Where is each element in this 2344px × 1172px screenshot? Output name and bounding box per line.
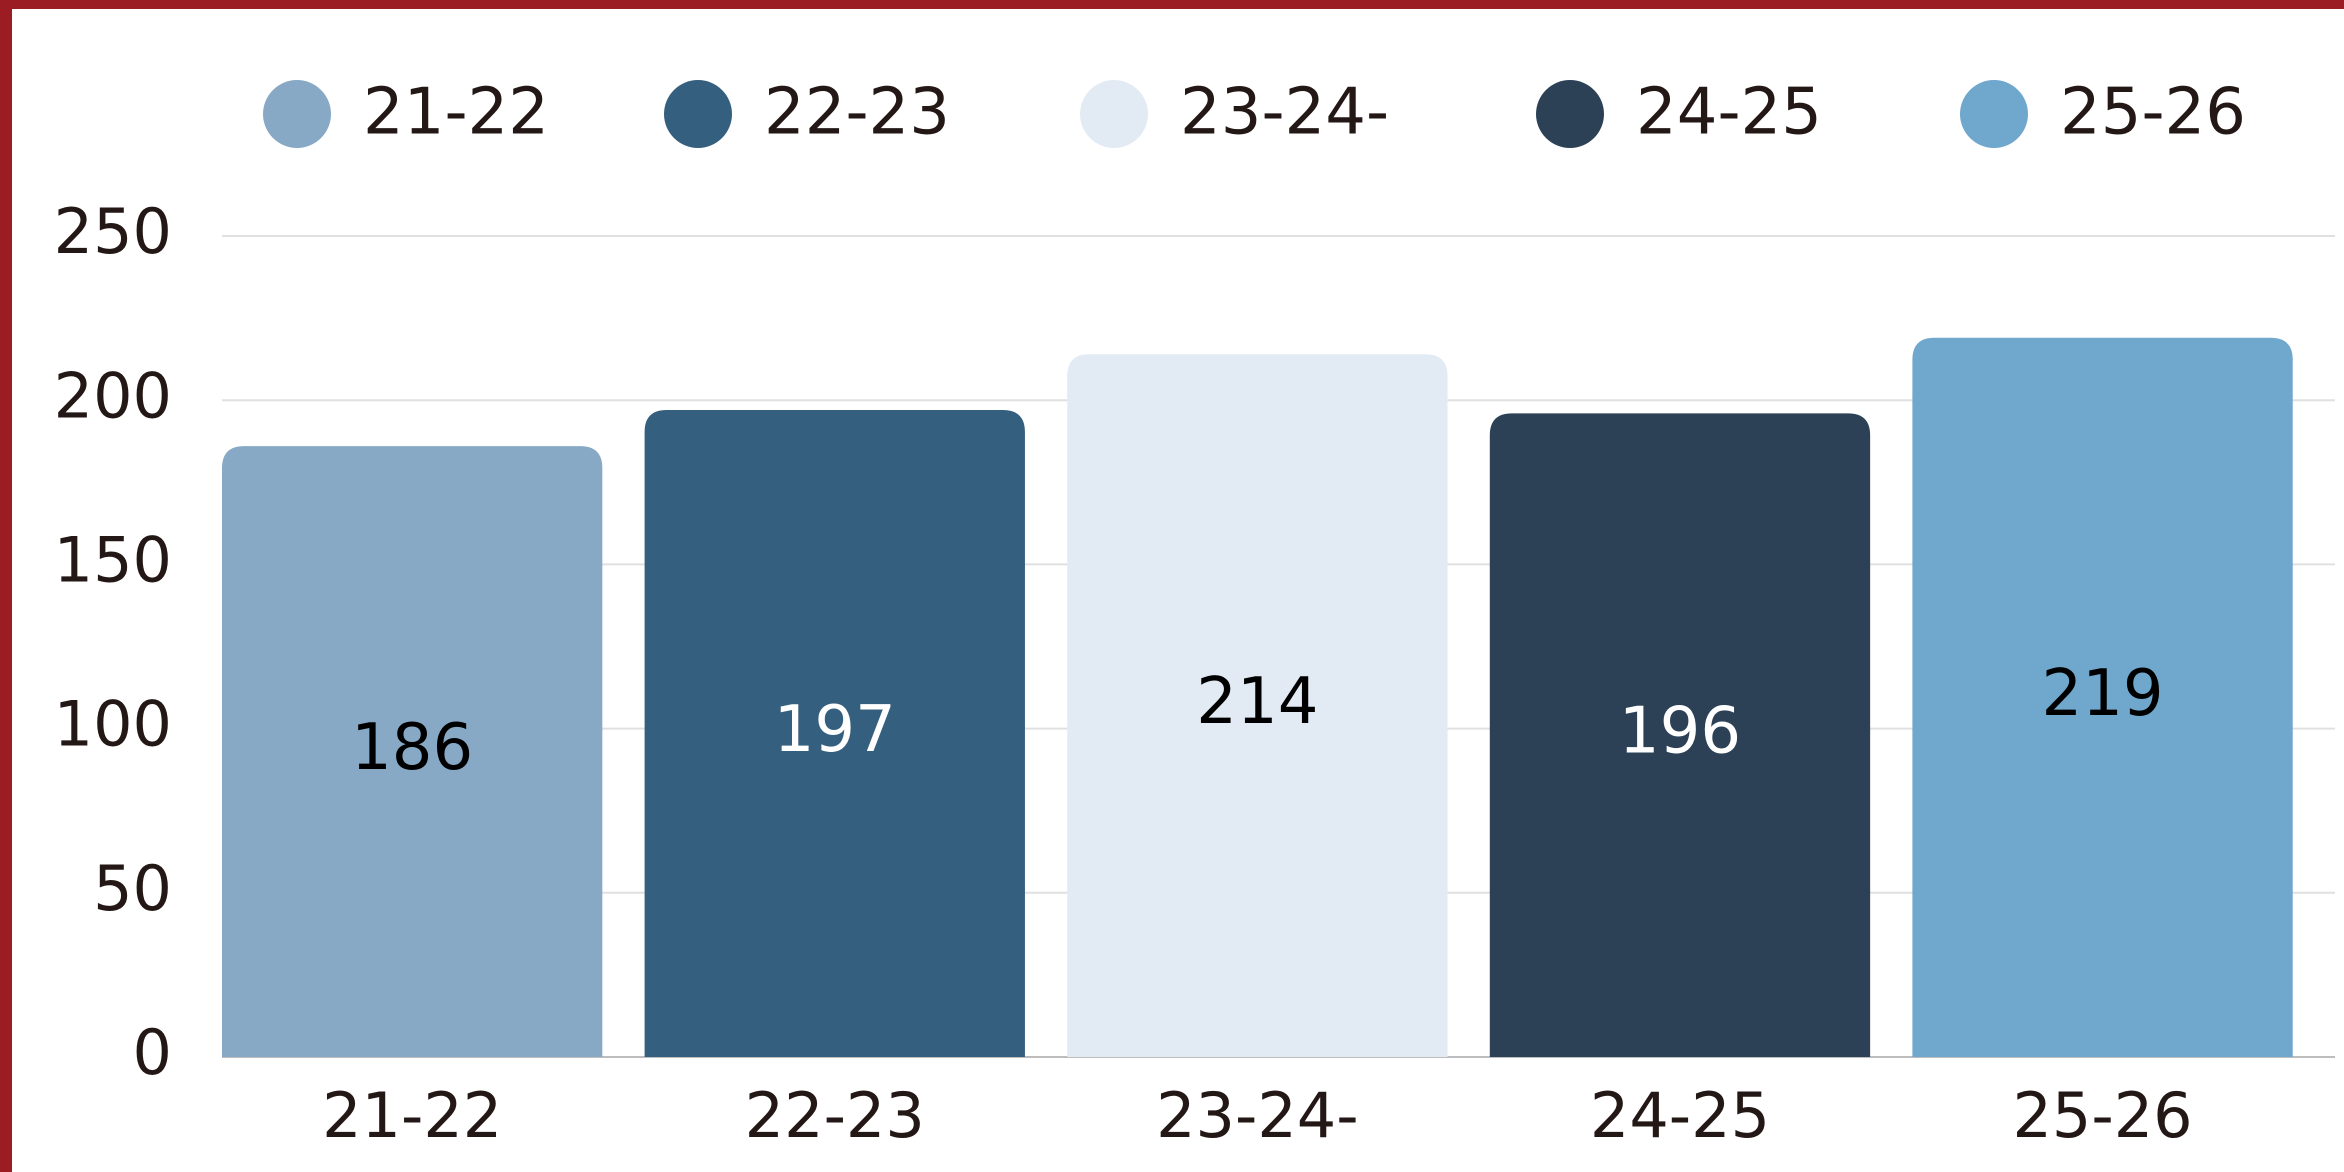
value-label: 219: [2041, 657, 2163, 731]
value-label: 196: [1619, 695, 1741, 769]
frame-top: [0, 0, 2344, 9]
legend-label: 21-22: [363, 76, 549, 150]
legend-swatch: [263, 80, 331, 148]
value-label: 186: [351, 711, 473, 785]
value-label: 214: [1196, 665, 1318, 739]
y-tick-label: 100: [54, 688, 172, 761]
x-tick-label: 24-25: [1590, 1079, 1770, 1152]
legend-swatch: [664, 80, 732, 148]
legend-label: 23-24-: [1180, 76, 1389, 150]
y-tick-label: 200: [54, 359, 172, 432]
legend-label: 25-26: [2060, 76, 2246, 150]
y-tick-label: 250: [54, 195, 172, 268]
legend-swatch: [1080, 80, 1148, 148]
bar: [1067, 354, 1448, 1057]
y-tick-label: 0: [133, 1016, 172, 1089]
legend-swatch: [1536, 80, 1604, 148]
x-tick-label: 25-26: [2012, 1079, 2192, 1152]
y-tick-label: 150: [54, 523, 172, 596]
bars: [222, 337, 2293, 1058]
bar: [1912, 337, 2293, 1058]
legend-swatch: [1960, 80, 2028, 148]
frame-left: [0, 0, 12, 1172]
value-label: 197: [774, 693, 896, 767]
x-tick-label: 22-23: [745, 1079, 925, 1152]
bar: [222, 446, 603, 1057]
x-tick-label: 21-22: [322, 1079, 502, 1152]
labels: 0 50 100 150 200 250 186 21-22 21-22 197 22-23 22-2…: [54, 76, 2246, 1153]
legend-label: 22-23: [764, 76, 950, 150]
x-tick-label: 23-24-: [1156, 1079, 1359, 1152]
bar: [644, 410, 1025, 1057]
y-tick-label: 50: [93, 852, 172, 925]
legend-label: 24-25: [1636, 76, 1822, 150]
bar: [1489, 413, 1871, 1057]
